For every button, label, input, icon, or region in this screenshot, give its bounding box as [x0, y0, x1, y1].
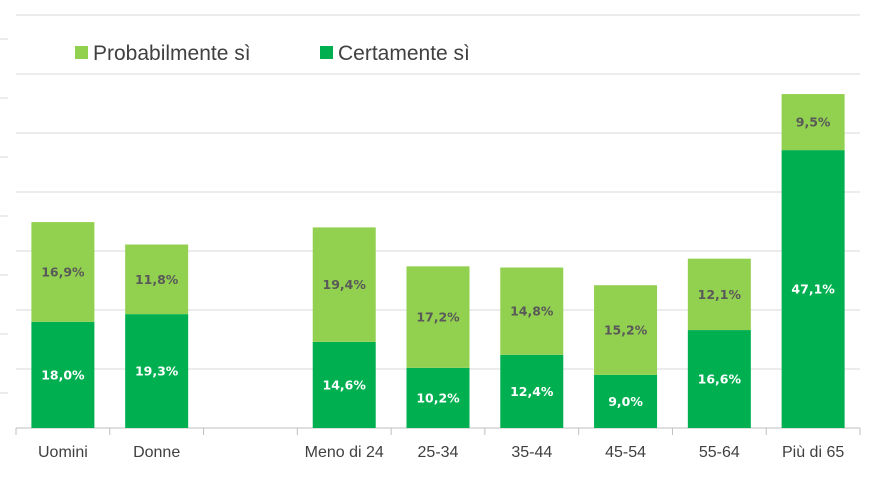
x-tick-label: 45-54	[605, 444, 646, 461]
x-tick-label: Uomini	[38, 444, 88, 461]
legend: Probabilmente sì Certamente sì	[75, 42, 470, 65]
legend-label-certamente-si: Certamente sì	[338, 42, 470, 65]
data-label: 10,2%	[416, 390, 460, 405]
x-tick-label: Meno di 24	[305, 444, 384, 461]
data-label: 19,4%	[323, 277, 367, 292]
bar-series: 18,0% 16,9% 19,3% 11,8% 14,6% 19,4% 10,2% 17,2%…	[31, 94, 845, 429]
legend-swatch-certamente-si	[320, 46, 333, 59]
bar-certamente-si-donne	[125, 314, 189, 428]
bar-certamente-si-25-34	[406, 367, 470, 428]
bar-probabilmente-si-donne	[125, 244, 189, 315]
bar-probabilmente-si-35-44	[500, 267, 564, 355]
data-label: 17,2%	[416, 310, 460, 325]
data-label: 9,0%	[608, 394, 643, 409]
bar-certamente-si-45-54	[594, 374, 658, 428]
x-axis: Uomini Donne Meno di 24 25-34 35-44 45-54 55-6…	[15, 428, 861, 461]
legend-swatch-probabilmente-si	[75, 46, 88, 59]
data-label: 47,1%	[791, 282, 835, 297]
data-label: 9,5%	[796, 115, 831, 130]
legend-label-probabilmente-si: Probabilmente sì	[93, 42, 251, 65]
data-label: 15,2%	[604, 323, 648, 338]
bar-probabilmente-si-55-64	[687, 258, 751, 331]
bar-probabilmente-si-meno-di-24	[312, 227, 376, 342]
data-label: 11,8%	[135, 272, 179, 287]
data-label: 14,8%	[510, 304, 554, 319]
x-tick-label: 25-34	[418, 444, 459, 461]
bar-probabilmente-si-piu-di-65	[781, 94, 845, 151]
bar-probabilmente-si-25-34	[406, 266, 470, 368]
data-label: 19,3%	[135, 364, 179, 379]
x-tick-label: Più di 65	[782, 444, 844, 461]
bar-probabilmente-si-45-54	[594, 285, 658, 375]
bar-certamente-si-35-44	[500, 354, 564, 428]
data-label: 16,9%	[41, 264, 85, 279]
bar-certamente-si-55-64	[687, 330, 751, 428]
bar-certamente-si-piu-di-65	[781, 150, 845, 429]
data-label: 14,6%	[323, 377, 367, 392]
bar-certamente-si-uomini	[31, 321, 95, 428]
x-tick-label: 35-44	[511, 444, 552, 461]
bar-probabilmente-si-uomini	[31, 222, 95, 322]
data-label: 12,1%	[698, 287, 742, 302]
data-label: 16,6%	[698, 372, 742, 387]
data-label: 18,0%	[41, 367, 85, 382]
data-label: 12,4%	[510, 384, 554, 399]
x-tick-label: Donne	[133, 444, 180, 461]
bar-certamente-si-meno-di-24	[312, 341, 376, 428]
x-tick-label: 55-64	[699, 444, 740, 461]
